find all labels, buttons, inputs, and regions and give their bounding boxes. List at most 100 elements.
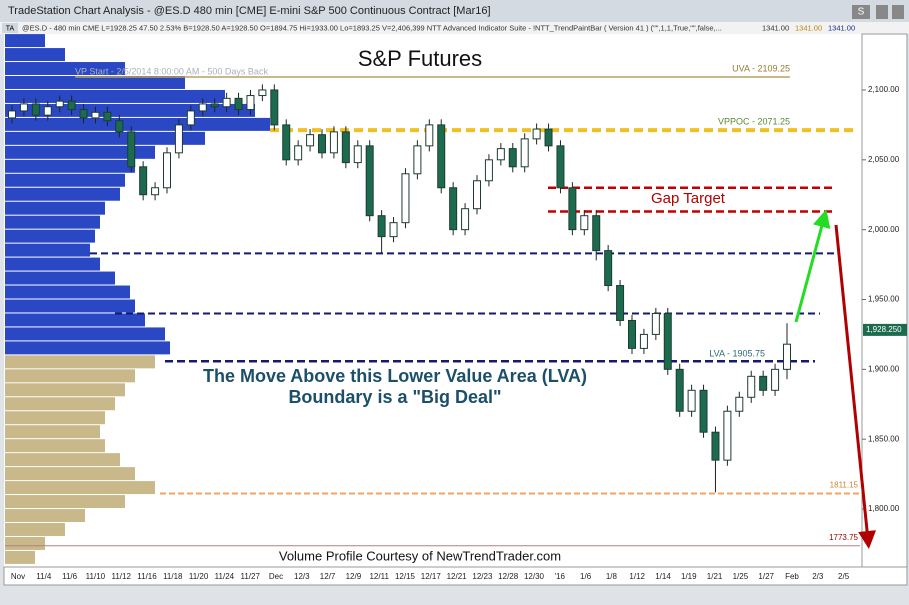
arrow xyxy=(794,209,831,323)
info-text: @ES.D - 480 min CME L=1928.25 47.50 2.53… xyxy=(22,23,722,32)
x-tick-label: 12/28 xyxy=(498,572,519,581)
candle-body xyxy=(437,124,446,189)
x-tick-label: 12/7 xyxy=(320,572,336,581)
x-tick-label: 2/5 xyxy=(838,572,850,581)
candle-body xyxy=(318,134,326,154)
candle-body xyxy=(222,97,231,108)
info-value: 1341.00 xyxy=(828,23,855,32)
candle-body xyxy=(628,319,636,349)
last-price-box xyxy=(863,323,907,336)
level-label: 1811.15 xyxy=(830,481,859,490)
candle-body xyxy=(496,148,505,161)
y-tick-label: 2,100.00 xyxy=(868,85,900,94)
candle-body xyxy=(198,103,207,112)
profile-bar xyxy=(5,341,170,355)
profile-bar xyxy=(5,201,105,215)
candle-body xyxy=(568,187,577,231)
profile-bar xyxy=(5,425,100,439)
x-tick-label: 1/21 xyxy=(707,572,723,581)
candle-body xyxy=(747,375,756,398)
candle-body xyxy=(532,128,541,140)
info-value: 1341.00 xyxy=(762,23,789,32)
profile-bar xyxy=(5,215,100,229)
x-tick-label: 12/9 xyxy=(346,572,362,581)
window-title: TradeStation Chart Analysis - @ES.D 480 … xyxy=(8,5,491,17)
button[interactable] xyxy=(852,5,870,19)
x-tick-label: 11/4 xyxy=(36,572,52,581)
annotation: Gap Target xyxy=(651,190,726,207)
profile-bar xyxy=(5,467,135,481)
x-tick-label: Dec xyxy=(269,572,283,581)
x-tick-label: 12/15 xyxy=(395,572,416,581)
title-bar xyxy=(0,0,909,22)
profile-bar xyxy=(5,327,165,341)
x-tick-label: '16 xyxy=(555,572,566,581)
profile-bar xyxy=(5,550,35,564)
profile-bar xyxy=(5,145,155,159)
candle-body xyxy=(723,410,732,461)
candle-body xyxy=(401,173,410,224)
candle-body xyxy=(449,187,458,231)
x-tick-label: 12/17 xyxy=(421,572,442,581)
profile-bar xyxy=(5,131,205,145)
candle-body xyxy=(234,97,243,111)
candle-body xyxy=(282,124,291,161)
candle-body xyxy=(735,396,744,412)
profile-bar xyxy=(5,481,155,495)
candle-body xyxy=(163,152,171,189)
menu-button[interactable] xyxy=(876,5,888,19)
button-label[interactable]: S xyxy=(858,7,865,18)
x-tick-label: 11/27 xyxy=(240,572,260,581)
close-button[interactable] xyxy=(892,5,904,19)
candle-body xyxy=(103,111,112,122)
candle-body xyxy=(270,89,279,126)
profile-bar xyxy=(5,48,65,62)
y-tick-label: 2,050.00 xyxy=(868,155,900,164)
profile-bar xyxy=(5,369,135,383)
candle-body xyxy=(174,124,183,154)
candle-body xyxy=(210,103,219,108)
x-tick-label: 12/30 xyxy=(524,572,545,581)
candle-body xyxy=(699,389,708,433)
candle-body xyxy=(31,103,40,116)
candle-body xyxy=(246,95,255,111)
profile-bar xyxy=(5,62,125,76)
info-value: 1341.00 xyxy=(795,23,822,32)
profile-bar xyxy=(5,355,155,369)
level-label: 1773.75 xyxy=(829,533,858,542)
x-tick-label: 1/6 xyxy=(580,572,592,581)
x-tick-label: 11/6 xyxy=(62,572,78,581)
candle-body xyxy=(783,343,791,370)
candle-body xyxy=(389,222,398,238)
x-tick-label: Feb xyxy=(785,572,799,581)
tab[interactable] xyxy=(2,23,18,33)
candle-body xyxy=(306,134,315,147)
tab-label[interactable]: TA xyxy=(6,25,15,32)
arrow xyxy=(834,224,877,549)
profile-bar xyxy=(5,159,135,173)
profile-bar xyxy=(5,509,85,522)
profile-bar xyxy=(5,522,65,536)
candle-body xyxy=(484,159,493,182)
x-tick-label: 12/11 xyxy=(369,572,389,581)
candle-body xyxy=(425,124,434,147)
annotation: VP Start - 2/5/2014 8:00:00 AM - 500 Day… xyxy=(75,66,268,76)
profile-bar xyxy=(5,397,115,411)
candle-body xyxy=(127,131,136,168)
candle-body xyxy=(580,215,589,231)
x-tick-label: Nov xyxy=(11,572,25,581)
time-axis xyxy=(3,566,908,586)
y-tick-label: 1,800.00 xyxy=(868,504,900,513)
y-tick-label: 1,950.00 xyxy=(868,295,900,304)
profile-bar xyxy=(5,439,105,453)
candle-body xyxy=(663,312,672,370)
candle-body xyxy=(616,285,625,321)
profile-bar xyxy=(5,76,185,89)
annotation: The Move Above this Lower Value Area (LV… xyxy=(203,366,587,386)
candle-body xyxy=(353,145,362,164)
profile-bar xyxy=(5,117,270,131)
candle-body xyxy=(675,368,684,412)
candle-body xyxy=(151,187,160,196)
x-tick-label: 1/14 xyxy=(655,572,671,581)
